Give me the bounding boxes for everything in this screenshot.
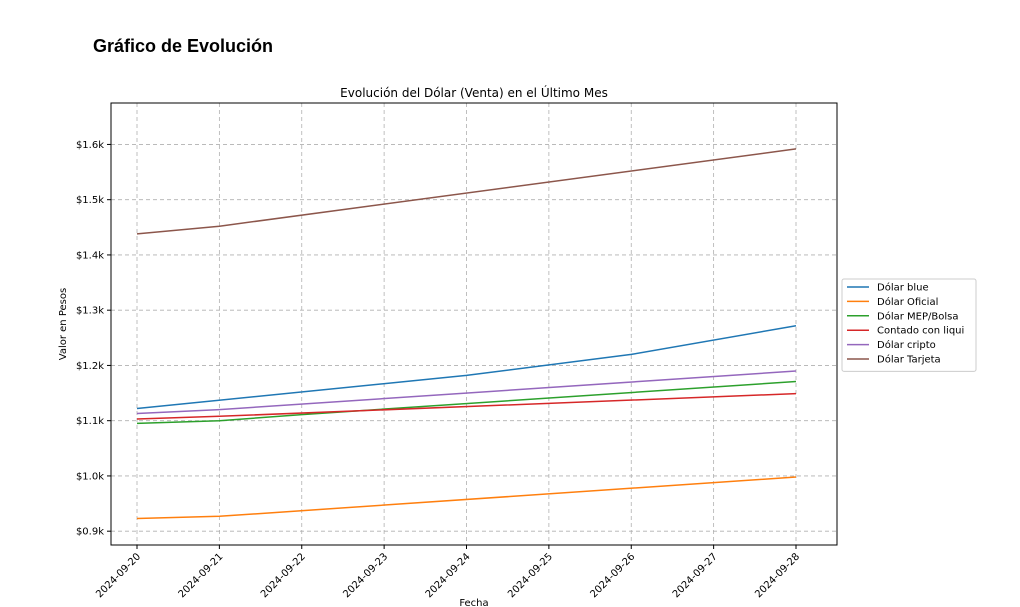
x-axis: 2024-09-20 2024-09-21 2024-09-22 2024-09-23… [94, 545, 802, 600]
legend-box [841, 278, 977, 372]
y-tick-label: $1.1k [76, 416, 104, 427]
y-axis-label: Valor en Pesos [58, 288, 69, 360]
x-tick-label: 2024-09-23 [341, 551, 390, 600]
x-axis-label: Fecha [459, 598, 488, 607]
y-tick-label: $1.0k [76, 471, 104, 482]
series-line-dolar-cripto [136, 370, 797, 415]
y-tick-label: $1.5k [76, 195, 104, 206]
legend-label: Dólar cripto [877, 339, 936, 351]
legend-label: Dólar Oficial [877, 296, 938, 308]
x-tick-label: 2024-09-20 [94, 551, 143, 600]
series-line-dolar-tarjeta [136, 148, 797, 235]
legend-label: Dólar MEP/Bolsa [877, 310, 958, 322]
page-title: Gráfico de Evolución [93, 36, 274, 56]
plot-frame [110, 102, 838, 546]
x-tick-label: 2024-09-27 [671, 551, 720, 600]
series-line-dolar-mep-bolsa [136, 380, 797, 425]
legend-label: Contado con liqui [877, 326, 964, 337]
series-line-dolar-blue [136, 324, 797, 410]
x-tick-label: 2024-09-22 [259, 551, 308, 600]
y-tick-label: $1.4k [76, 250, 104, 261]
y-tick-label: $1.6k [76, 140, 104, 151]
x-tick-label: 2024-09-28 [753, 551, 802, 600]
legend: Dólar blue Dólar Oficial Dólar MEP/Bolsa Co… [841, 278, 977, 372]
legend-label: Dólar blue [877, 282, 929, 294]
x-tick-label: 2024-09-21 [177, 551, 226, 600]
series-lines [136, 148, 797, 520]
x-tick-label: 2024-09-25 [506, 551, 555, 600]
y-tick-label: $1.2k [76, 361, 104, 372]
grid-lines [111, 103, 837, 545]
chart-title: Evolución del Dólar (Venta) en el Último… [340, 85, 608, 100]
y-tick-label: $0.9k [76, 527, 104, 538]
x-tick-label: 2024-09-24 [424, 551, 473, 600]
series-line-dolar-oficial [136, 476, 797, 520]
y-tick-label: $1.3k [76, 306, 104, 317]
series-line-contado-con-liqui [136, 392, 797, 420]
y-axis: $0.9k $1.0k $1.1k $1.2k $1.3k $1.4k $1.5k $1.6k [76, 140, 111, 538]
legend-label: Dólar Tarjeta [877, 354, 941, 366]
x-tick-label: 2024-09-26 [588, 551, 637, 600]
